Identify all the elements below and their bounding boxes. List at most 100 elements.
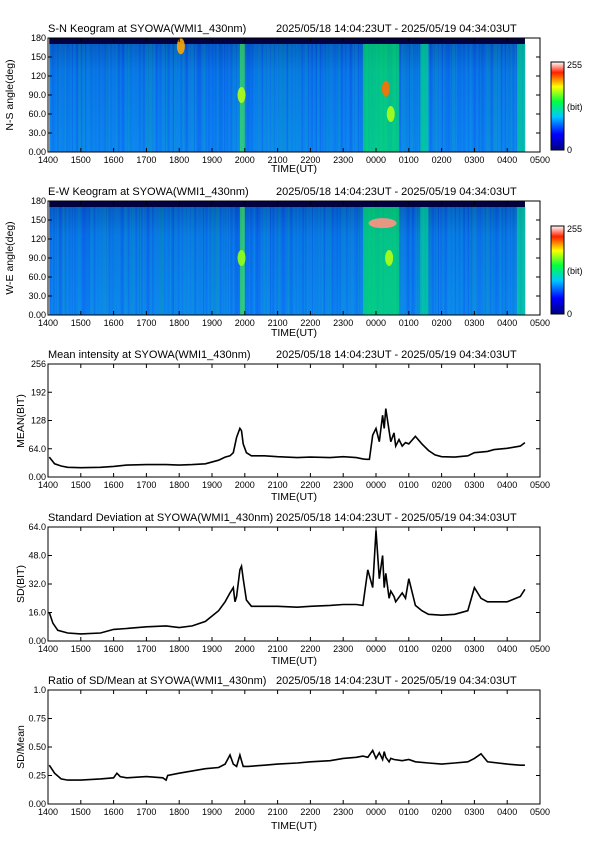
x-tick-label: 1800 <box>169 644 189 654</box>
y-tick-label: 192 <box>31 387 46 397</box>
keogram-column <box>126 207 129 315</box>
keogram-column <box>484 207 487 315</box>
keogram-column <box>462 207 465 315</box>
keogram-column <box>278 44 281 152</box>
keogram-column <box>478 207 480 315</box>
keogram-column <box>212 207 214 315</box>
keogram-column <box>313 44 315 152</box>
keogram-column <box>225 207 227 315</box>
keogram-column <box>209 44 211 152</box>
keogram-column <box>437 207 440 315</box>
keogram-column <box>189 207 192 315</box>
keogram-column <box>76 207 79 315</box>
y-tick-label: 64.0 <box>28 444 46 454</box>
keogram-column <box>158 44 160 152</box>
keogram-column <box>244 207 247 315</box>
keogram-column <box>483 44 486 152</box>
keogram-column <box>487 44 490 152</box>
keogram-column <box>473 207 475 315</box>
keogram-column <box>480 207 483 315</box>
x-tick-label: 1700 <box>136 318 156 328</box>
y-tick-label: 0.25 <box>28 771 46 781</box>
keogram-bright-band <box>517 207 525 315</box>
keogram-column <box>213 207 215 315</box>
keogram-column <box>487 207 490 315</box>
keogram-column <box>97 207 100 315</box>
keogram-column <box>470 44 473 152</box>
keogram-column <box>449 44 452 152</box>
keogram-column <box>133 44 135 152</box>
keogram-column <box>484 44 487 152</box>
keogram-column <box>284 207 286 315</box>
keogram-column <box>89 207 92 315</box>
keogram-background <box>49 201 525 315</box>
keogram-column <box>236 44 239 152</box>
x-tick-label: 1800 <box>169 318 189 328</box>
keogram-column <box>253 44 256 152</box>
keogram-column <box>349 44 352 152</box>
keogram-column <box>54 44 57 152</box>
keogram-column <box>492 207 495 315</box>
keogram-column <box>173 44 176 152</box>
keogram-column <box>340 207 343 315</box>
keogram-column <box>72 44 75 152</box>
keogram-column <box>410 44 412 152</box>
keogram-column <box>139 207 142 315</box>
keogram-column <box>142 207 145 315</box>
keogram-column <box>435 44 437 152</box>
keogram-column <box>303 44 306 152</box>
keogram-column <box>84 44 87 152</box>
keogram-column <box>293 207 295 315</box>
keogram-column <box>314 207 316 315</box>
panel-title: Standard Deviation at SYOWA(WMI1_430nm) <box>48 512 273 524</box>
y-axis-label: W-E angle(deg) <box>4 221 16 294</box>
keogram-column <box>50 44 53 152</box>
keogram-column <box>326 207 328 315</box>
x-tick-label: 0500 <box>530 155 550 165</box>
y-tick-label: 0.00 <box>28 799 46 809</box>
series-line-ratio <box>48 748 525 782</box>
keogram-column <box>86 207 88 315</box>
keogram-column <box>491 44 494 152</box>
keogram-column <box>109 207 112 315</box>
keogram-column <box>74 44 76 152</box>
keogram-column <box>432 207 435 315</box>
keogram-column <box>170 44 172 152</box>
keogram-column <box>152 207 155 315</box>
keogram-column <box>222 44 225 152</box>
keogram-column <box>51 207 54 315</box>
keogram-column <box>334 44 336 152</box>
keogram-column <box>482 44 484 152</box>
x-tick-label: 0000 <box>366 644 386 654</box>
keogram-column <box>222 207 225 315</box>
keogram-bright-band <box>420 207 429 315</box>
keogram-column <box>61 44 63 152</box>
keogram-column <box>431 44 433 152</box>
y-tick-label: 60.0 <box>28 272 46 282</box>
keogram-column <box>134 207 137 315</box>
keogram-column <box>137 44 139 152</box>
keogram-bright-band <box>362 44 399 152</box>
keogram-column <box>277 44 280 152</box>
keogram-column <box>218 44 221 152</box>
keogram-column <box>159 207 162 315</box>
keogram-column <box>441 207 444 315</box>
keogram-column <box>172 44 175 152</box>
panel-title: S-N Keogram at SYOWA(WMI1_430nm) <box>48 23 246 35</box>
keogram-column <box>130 44 133 152</box>
keogram-column <box>215 207 218 315</box>
keogram-column <box>255 207 257 315</box>
keogram-column <box>339 44 341 152</box>
keogram-column <box>252 44 255 152</box>
x-tick-label: 2300 <box>333 644 353 654</box>
keogram-column <box>512 44 515 152</box>
x-axis-label: TIME(UT) <box>271 655 317 667</box>
keogram-column <box>450 207 453 315</box>
series-line-mean <box>48 408 526 469</box>
x-tick-label: 0300 <box>464 480 484 490</box>
keogram-column <box>95 207 97 315</box>
keogram-column <box>448 44 450 152</box>
keogram-column <box>138 44 141 152</box>
keogram-column <box>473 44 475 152</box>
